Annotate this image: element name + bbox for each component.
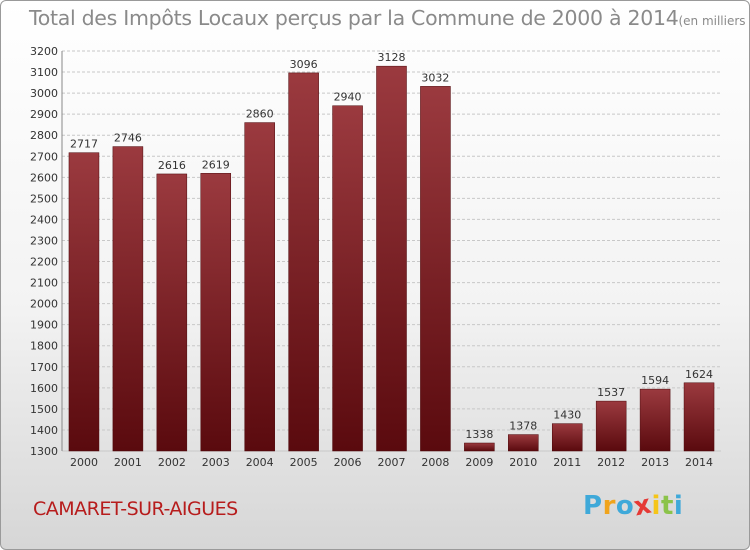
bar bbox=[595, 400, 627, 452]
y-axis-ticks: 1300 1400 1500 1600 1700 1800 1900 2000 2100 2200… bbox=[30, 45, 58, 458]
bar bbox=[288, 72, 319, 452]
x-tick-label: 2012 bbox=[597, 456, 625, 469]
logo-letter: o bbox=[615, 491, 635, 521]
x-tick-label: 2003 bbox=[202, 456, 230, 469]
x-tick-label: 2009 bbox=[465, 456, 493, 469]
bar bbox=[156, 173, 188, 452]
data-label: 1430 bbox=[553, 409, 581, 422]
chart-title-unit: (en milliers d'€) bbox=[678, 14, 749, 28]
x-tick-label: 2010 bbox=[509, 456, 537, 469]
y-tick-label: 1900 bbox=[30, 319, 58, 332]
logo-letter: P bbox=[583, 491, 603, 521]
bar bbox=[508, 434, 539, 452]
x-tick-label: 2008 bbox=[421, 456, 449, 469]
x-tick-label: 2006 bbox=[334, 456, 362, 469]
y-tick-label: 1600 bbox=[30, 382, 58, 395]
data-label: 3032 bbox=[421, 71, 449, 84]
data-label: 3128 bbox=[378, 51, 406, 64]
bar bbox=[683, 382, 715, 452]
y-tick-label: 3000 bbox=[30, 87, 58, 100]
data-label: 1594 bbox=[641, 374, 669, 387]
bar bbox=[244, 122, 275, 452]
x-tick-label: 2002 bbox=[158, 456, 186, 469]
y-tick-label: 2500 bbox=[30, 192, 58, 205]
y-tick-label: 1300 bbox=[30, 445, 58, 458]
bar bbox=[464, 442, 495, 452]
y-tick-label: 1800 bbox=[30, 340, 58, 353]
bar bbox=[639, 388, 671, 452]
bar bbox=[332, 105, 363, 452]
y-tick-label: 2800 bbox=[30, 129, 58, 142]
y-tick-label: 1500 bbox=[30, 403, 58, 416]
data-label: 1537 bbox=[597, 386, 625, 399]
y-tick-label: 3100 bbox=[30, 66, 58, 79]
y-tick-label: 2100 bbox=[30, 277, 58, 290]
x-tick-label: 2011 bbox=[553, 456, 581, 469]
x-tick-label: 2001 bbox=[114, 456, 142, 469]
data-label: 2717 bbox=[70, 138, 98, 151]
y-tick-label: 2200 bbox=[30, 256, 58, 269]
x-tick-label: 2007 bbox=[378, 456, 406, 469]
bar bbox=[376, 65, 407, 452]
commune-name: CAMARET-SUR-AIGUES bbox=[33, 498, 238, 520]
logo-letter: t bbox=[660, 491, 674, 521]
y-tick-label: 2700 bbox=[30, 150, 58, 163]
y-tick-label: 2900 bbox=[30, 108, 58, 121]
bar bbox=[68, 152, 100, 452]
bar bbox=[551, 423, 583, 452]
data-label: 2940 bbox=[334, 91, 362, 104]
x-tick-label: 2014 bbox=[685, 456, 713, 469]
chart-title: Total des Impôts Locaux perçus par la Co… bbox=[29, 6, 749, 30]
logo-letter: i bbox=[651, 491, 661, 521]
x-tick-label: 2005 bbox=[290, 456, 318, 469]
data-label: 2860 bbox=[246, 108, 274, 121]
data-label: 2746 bbox=[114, 132, 142, 145]
data-label: 1338 bbox=[465, 428, 493, 441]
data-label: 3096 bbox=[290, 58, 318, 71]
data-label: 2616 bbox=[158, 159, 186, 172]
y-tick-label: 1700 bbox=[30, 361, 58, 374]
data-label: 1624 bbox=[685, 368, 713, 381]
data-labels: 2717 2746 2616 2619 2860 3096 2940 3128 3032 1338… bbox=[70, 51, 713, 441]
logo-letter: i bbox=[673, 491, 684, 521]
bar bbox=[200, 173, 232, 452]
x-tick-label: 2013 bbox=[641, 456, 669, 469]
proxiti-logo: Proxiti bbox=[583, 490, 684, 523]
y-tick-label: 2300 bbox=[30, 234, 58, 247]
y-tick-label: 1400 bbox=[30, 424, 58, 437]
bar bbox=[420, 86, 451, 452]
logo-letter: r bbox=[602, 491, 616, 521]
y-tick-label: 2400 bbox=[30, 213, 58, 226]
x-tick-label: 2000 bbox=[70, 456, 98, 469]
bars bbox=[68, 65, 715, 452]
chart-title-main: Total des Impôts Locaux perçus par la Co… bbox=[29, 6, 679, 30]
data-label: 2619 bbox=[202, 158, 230, 171]
bar bbox=[112, 146, 144, 452]
y-tick-label: 2600 bbox=[30, 171, 58, 184]
x-axis-ticks: 2000 2001 2002 2003 2004 2005 2006 2007 2008 2009… bbox=[70, 456, 713, 469]
y-tick-label: 2000 bbox=[30, 298, 58, 311]
y-tick-label: 3200 bbox=[30, 45, 58, 58]
x-tick-label: 2004 bbox=[246, 456, 274, 469]
data-label: 1378 bbox=[509, 420, 537, 433]
